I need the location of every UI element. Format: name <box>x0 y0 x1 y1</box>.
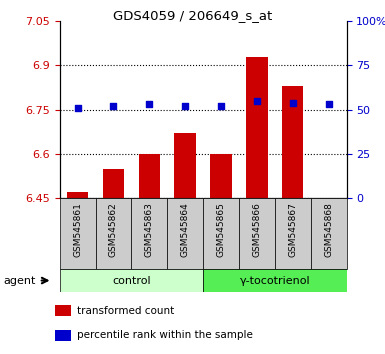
Bar <box>60 269 203 292</box>
Bar <box>139 154 160 198</box>
Bar <box>282 86 303 198</box>
Text: GSM545865: GSM545865 <box>216 202 226 257</box>
Text: percentile rank within the sample: percentile rank within the sample <box>77 330 253 340</box>
Bar <box>203 198 239 269</box>
Bar <box>239 198 275 269</box>
Bar <box>246 57 268 198</box>
Bar <box>55 330 71 341</box>
Bar <box>203 269 346 292</box>
Text: agent: agent <box>3 275 35 286</box>
Bar <box>103 169 124 198</box>
Text: γ-tocotrienol: γ-tocotrienol <box>239 275 310 286</box>
Point <box>218 103 224 109</box>
Bar <box>131 198 167 269</box>
Point <box>325 102 331 107</box>
Text: GSM545861: GSM545861 <box>73 202 82 257</box>
Point <box>146 102 152 107</box>
Text: control: control <box>112 275 151 286</box>
Point <box>110 103 117 109</box>
Bar <box>60 198 95 269</box>
Text: GSM545866: GSM545866 <box>252 202 261 257</box>
Point <box>182 103 188 109</box>
Text: GSM545868: GSM545868 <box>324 202 333 257</box>
Bar <box>275 198 311 269</box>
Point <box>254 98 260 104</box>
Bar <box>67 192 89 198</box>
Text: GSM545863: GSM545863 <box>145 202 154 257</box>
Text: GSM545862: GSM545862 <box>109 202 118 257</box>
Bar <box>55 306 71 316</box>
Bar <box>95 198 131 269</box>
Bar <box>210 154 232 198</box>
Bar <box>174 133 196 198</box>
Bar <box>167 198 203 269</box>
Point <box>75 105 81 111</box>
Bar <box>311 198 346 269</box>
Text: transformed count: transformed count <box>77 306 174 316</box>
Point <box>290 100 296 105</box>
Text: GSM545867: GSM545867 <box>288 202 297 257</box>
Text: GDS4059 / 206649_s_at: GDS4059 / 206649_s_at <box>113 9 272 22</box>
Text: GSM545864: GSM545864 <box>181 202 190 257</box>
